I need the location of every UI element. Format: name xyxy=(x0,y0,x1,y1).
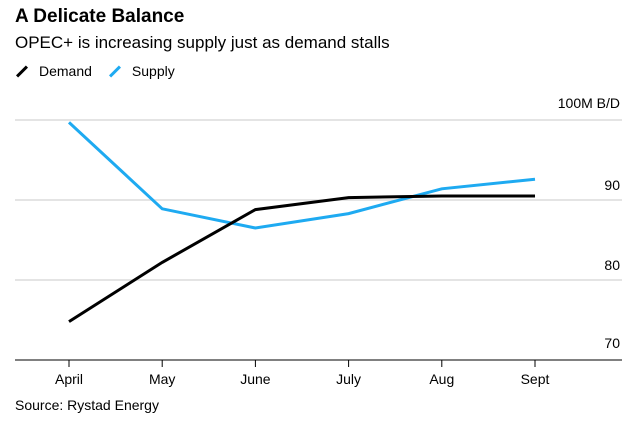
x-tick-label: July xyxy=(336,371,361,387)
x-tick-label: Sept xyxy=(521,371,550,387)
y-tick-label: 90 xyxy=(604,177,620,193)
x-tick-label: May xyxy=(149,371,175,387)
legend-label-supply: Supply xyxy=(131,63,175,79)
y-tick-label: 80 xyxy=(604,257,620,273)
legend-label-demand: Demand xyxy=(39,63,92,79)
source-note: Source: Rystad Energy xyxy=(15,397,159,413)
x-tick-label: Aug xyxy=(429,371,454,387)
y-tick-label: 70 xyxy=(604,335,620,351)
series-line-supply xyxy=(67,121,536,230)
chart-title: A Delicate Balance xyxy=(15,6,185,27)
x-tick-label: April xyxy=(55,371,83,387)
legend: Demand Supply xyxy=(15,63,175,79)
chart-subtitle: OPEC+ is increasing supply just as deman… xyxy=(15,33,390,52)
x-tick-label: June xyxy=(240,371,271,387)
unit-label: 100M B/D xyxy=(558,95,620,111)
series-line-demand xyxy=(68,194,535,323)
